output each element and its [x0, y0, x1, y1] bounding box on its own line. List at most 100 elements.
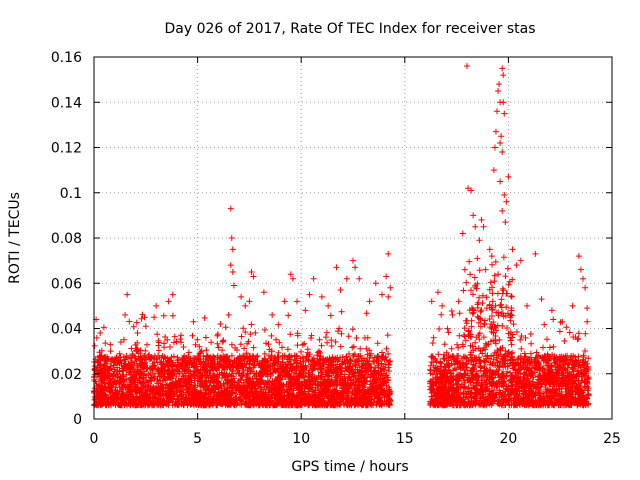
data-point: [459, 230, 466, 237]
data-point: [538, 296, 545, 303]
data-point: [474, 255, 481, 262]
data-point: [505, 173, 512, 180]
data-point: [575, 253, 582, 260]
x-tick-label: 10: [292, 431, 310, 447]
data-point: [269, 311, 276, 318]
data-point: [230, 282, 237, 289]
data-point: [584, 318, 591, 325]
data-point: [584, 305, 591, 312]
data-point: [260, 289, 267, 296]
data-point: [227, 262, 234, 269]
data-point: [350, 257, 356, 264]
x-tick-label: 25: [603, 431, 621, 447]
data-point: [509, 246, 516, 253]
data-point: [294, 298, 301, 305]
data-point: [503, 198, 510, 205]
data-point: [151, 314, 158, 321]
data-point: [325, 302, 332, 309]
data-point: [178, 332, 185, 339]
data-point: [494, 108, 501, 115]
scatter-cloud: [91, 254, 592, 409]
data-point: [428, 298, 435, 305]
y-tick-label: 0.16: [51, 50, 82, 66]
data-point: [468, 187, 475, 194]
data-point: [455, 298, 462, 305]
data-point: [281, 298, 288, 305]
chart-title: Day 026 of 2017, Rate Of TEC Index for r…: [164, 21, 535, 37]
data-point: [153, 302, 160, 309]
data-point: [190, 318, 197, 325]
y-tick-label: 0.04: [51, 322, 82, 338]
data-point: [217, 320, 224, 327]
data-point: [310, 275, 317, 282]
data-point: [472, 223, 479, 230]
data-point: [372, 280, 379, 287]
data-point: [492, 128, 499, 135]
data-point: [482, 266, 489, 273]
data-point: [517, 257, 524, 264]
data-point: [134, 330, 141, 337]
data-point: [287, 271, 294, 278]
data-point: [497, 178, 504, 185]
data-point: [246, 298, 253, 305]
data-point: [202, 334, 209, 341]
data-point: [470, 212, 477, 219]
y-tick-label: 0.06: [51, 276, 82, 292]
data-point: [513, 262, 520, 269]
data-point: [532, 250, 539, 257]
data-point: [302, 307, 309, 314]
data-point: [250, 273, 257, 280]
data-point: [498, 133, 505, 140]
data-point: [500, 72, 507, 79]
data-point: [486, 246, 493, 253]
data-point: [499, 65, 506, 72]
data-point: [524, 302, 531, 309]
x-axis-label: GPS time / hours: [291, 459, 408, 475]
data-point: [229, 268, 236, 275]
data-point: [385, 250, 392, 257]
data-point: [225, 311, 232, 318]
y-tick-label: 0.12: [51, 141, 82, 157]
data-point: [97, 330, 104, 337]
data-point: [488, 253, 495, 260]
data-point: [461, 266, 468, 273]
data-point: [107, 348, 114, 355]
data-point: [124, 291, 131, 298]
data-point: [366, 298, 373, 305]
data-point: [501, 192, 508, 199]
x-tick-label: 20: [499, 431, 517, 447]
y-tick-label: 0.08: [51, 231, 82, 247]
data-point: [238, 293, 245, 300]
data-point: [289, 275, 296, 282]
grid: [94, 57, 612, 419]
axis-ticks: 0 5 10 15 20 25 0 0.02 0.04 0.06 0.08 0.1 0.12 0.14 0.…: [51, 50, 621, 447]
data-point: [343, 275, 350, 282]
data-point: [548, 307, 555, 314]
data-point: [577, 266, 584, 273]
data-point: [491, 144, 498, 151]
data-point: [434, 289, 441, 296]
data-point: [356, 275, 363, 282]
data-point: [227, 205, 234, 212]
data-point: [122, 311, 129, 318]
x-tick-label: 0: [90, 431, 99, 447]
data-point: [500, 99, 507, 106]
data-point: [352, 264, 359, 271]
data-point: [169, 291, 176, 298]
data-point: [569, 302, 576, 309]
data-points: [91, 63, 592, 409]
data-point: [229, 246, 236, 253]
data-point: [165, 298, 172, 305]
data-point: [242, 302, 249, 309]
data-point: [496, 81, 503, 88]
data-point: [117, 339, 124, 346]
data-point: [559, 318, 566, 325]
data-point: [228, 235, 235, 241]
data-point: [333, 264, 340, 271]
data-point: [495, 87, 502, 94]
data-point: [464, 185, 471, 192]
data-point: [385, 293, 392, 300]
data-point: [383, 273, 390, 280]
data-point: [480, 223, 487, 230]
